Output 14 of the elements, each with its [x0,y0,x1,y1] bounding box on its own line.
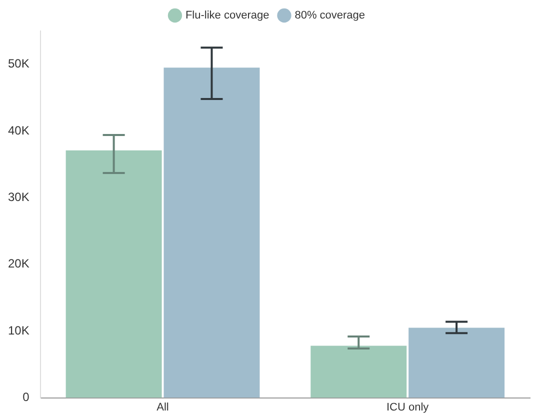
bar [66,150,162,398]
y-tick-label: 50K [8,56,30,71]
bar [164,68,260,398]
y-tick-label: 40K [8,123,30,138]
legend-label: 80% coverage [294,10,366,22]
y-tick-label: 20K [8,256,30,271]
y-tick-label: 0 [22,390,30,404]
y-tick-label: 30K [8,190,30,204]
bar [310,346,407,398]
x-tick-label: All [156,401,169,414]
x-tick-label: ICU only [386,401,430,414]
legend-label: Flu-like coverage [185,10,270,22]
y-tick-label: 10K [8,323,30,338]
bar [408,328,505,398]
